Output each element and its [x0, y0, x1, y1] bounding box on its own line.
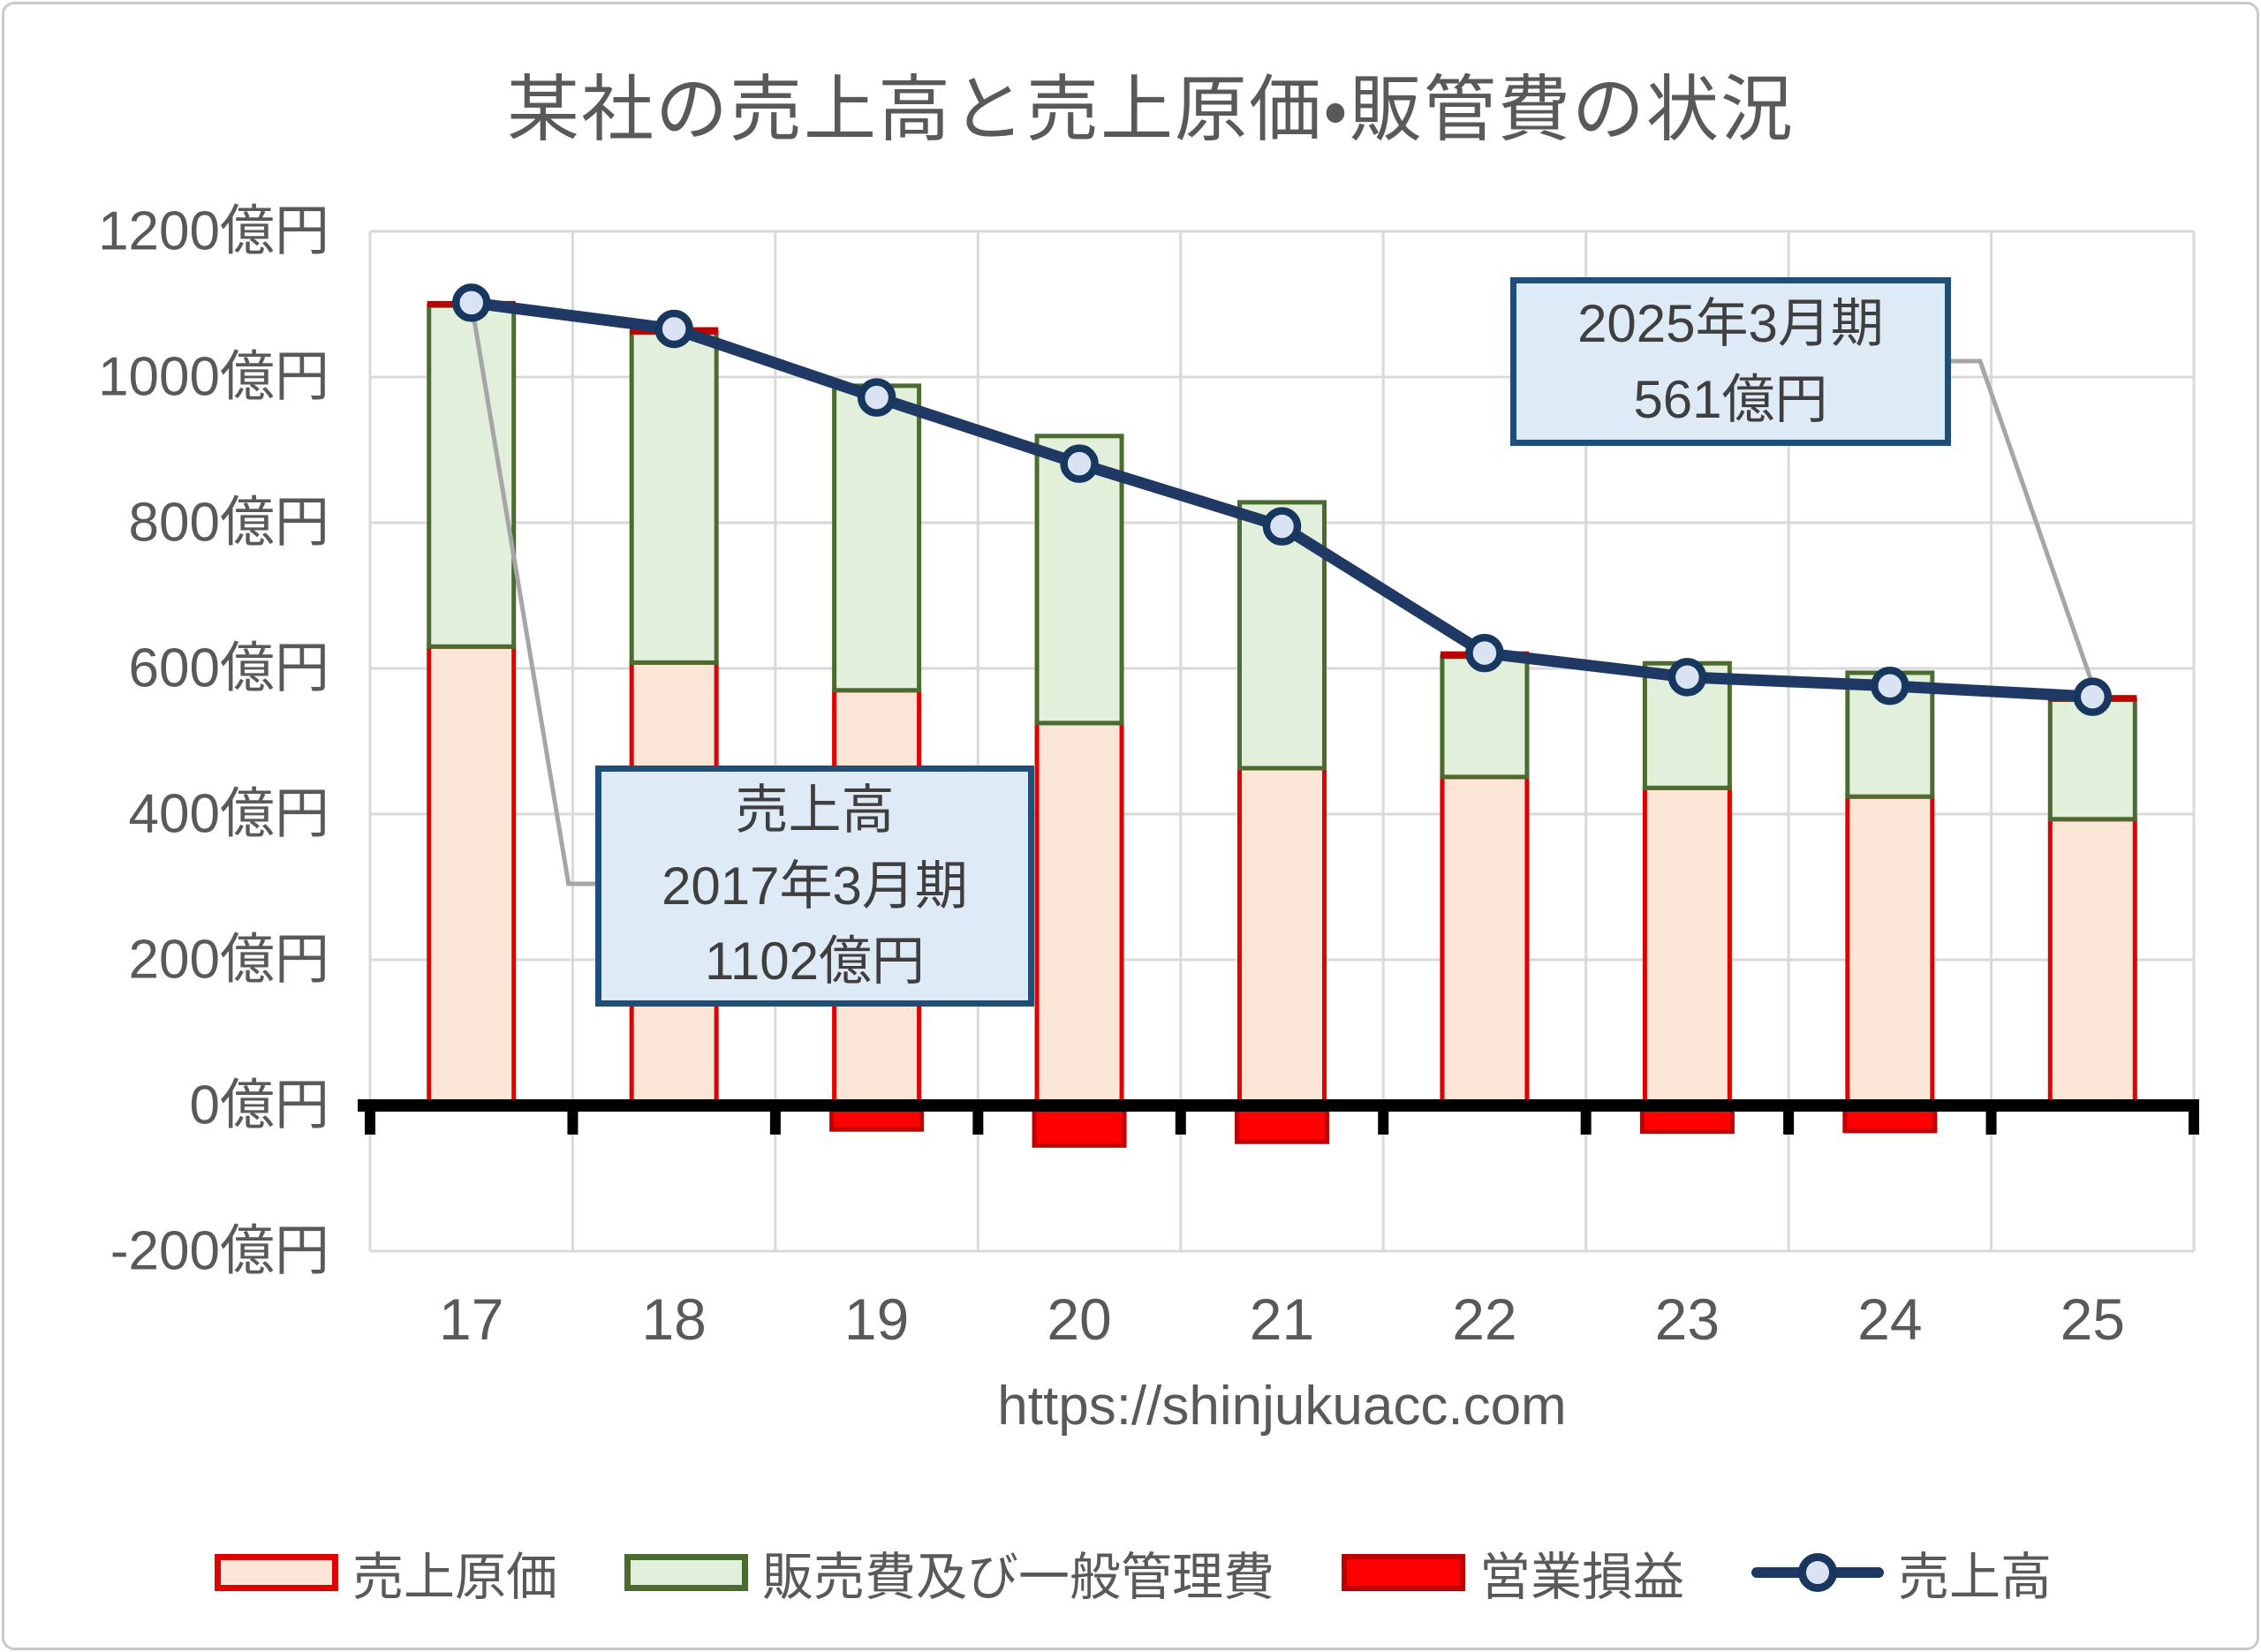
x-axis-tick-mark [1378, 1112, 1389, 1135]
x-axis-tick-label: 19 [844, 1286, 909, 1352]
sales-marker [451, 283, 491, 322]
annotation-line: 2025年3月期 [1577, 293, 1884, 353]
chart-plot-area: 1200億円 1000億円 800億円 600億円 400億円 200億円 0億円 -200億… [98, 201, 2199, 1352]
x-axis-tick-mark [1175, 1112, 1186, 1135]
legend-item-sales: 売上高 [1751, 1535, 2052, 1610]
legend-label: 売上高 [1898, 1549, 2053, 1606]
x-axis-tick-mark [2189, 1112, 2199, 1135]
sgna-bar-segment [1034, 434, 1124, 726]
annotation-leader-2025 [1951, 358, 2095, 685]
x-axis-tick-label: 25 [2061, 1286, 2125, 1352]
x-axis-tick-mark [769, 1112, 781, 1135]
sales-marker [1060, 444, 1099, 483]
y-axis-tick-label: 800億円 [129, 493, 329, 554]
y-axis-tick-label: 1000億円 [98, 347, 329, 408]
y-axis-tick-label: 600億円 [129, 638, 329, 699]
legend-item-operating-profit: 営業損益 [1342, 1535, 1684, 1610]
annotation-box-2017-sales: 売上高 2017年3月期 1102億円 [595, 766, 1034, 1007]
chart-legend: 売上原価 販売費及び一般管理費 営業損益 売上高 [4, 1535, 2257, 1610]
sales-marker [2073, 677, 2113, 716]
sales-marker [1465, 633, 1504, 673]
annotation-line: 561億円 [1633, 369, 1828, 429]
sales-line-marker-icon [1751, 1552, 1885, 1593]
sales-marker [1262, 507, 1302, 546]
annotation-leader-2017 [469, 302, 595, 886]
sgna-bar-segment [2047, 697, 2137, 822]
cost-bar-segment [1440, 774, 1530, 1108]
legend-item-cost: 売上原価 [214, 1535, 557, 1610]
source-url-caption: https://shinjukuacc.com [997, 1376, 1567, 1437]
annotation-line: 1102億円 [704, 932, 926, 992]
operating-profit-swatch-icon [1342, 1554, 1465, 1591]
cost-bar-segment [2047, 817, 2137, 1108]
x-axis-tick-mark [567, 1112, 578, 1135]
legend-item-sgna: 販売費及び一般管理費 [624, 1535, 1274, 1610]
x-axis-tick-label: 20 [1047, 1286, 1111, 1352]
x-axis-tick-mark [972, 1112, 984, 1135]
cost-swatch-icon [214, 1554, 338, 1591]
x-axis-tick-mark [365, 1112, 375, 1135]
x-axis-tick-label: 22 [1452, 1286, 1516, 1352]
cost-bar-segment [1642, 785, 1732, 1108]
annotation-line: 売上高 [735, 780, 895, 840]
sales-marker [857, 378, 896, 417]
cost-bar-segment [1845, 794, 1935, 1108]
cost-bar-segment [427, 644, 517, 1108]
y-axis-tick-label: 0億円 [190, 1075, 329, 1136]
annotation-line: 2017年3月期 [662, 856, 968, 916]
sales-marker [1871, 667, 1909, 705]
x-axis-tick-mark [1985, 1112, 1997, 1135]
x-axis-tick-mark [1580, 1112, 1592, 1135]
y-axis-tick-label: 200億円 [129, 930, 329, 991]
chart-title: 某社の売上高と売上原価・販管費の状況 [507, 70, 1795, 150]
cost-bar-segment [1034, 720, 1124, 1108]
x-axis-tick-label: 23 [1655, 1286, 1720, 1352]
legend-label: 販売費及び一般管理費 [761, 1549, 1274, 1606]
y-axis-tick-label: 1200億円 [98, 201, 329, 262]
x-axis-tick-label: 18 [641, 1286, 706, 1352]
sgna-swatch-icon [624, 1554, 748, 1591]
annotation-box-2025-sales: 2025年3月期 561億円 [1510, 277, 1951, 446]
sales-marker [1667, 658, 1707, 697]
legend-label: 売上原価 [352, 1549, 557, 1606]
sgna-bar-segment [629, 330, 719, 665]
sgna-bar-segment [832, 383, 922, 693]
sales-marker [654, 309, 693, 349]
x-axis-tick-label: 24 [1857, 1286, 1922, 1352]
y-axis-tick-label: 400億円 [129, 784, 329, 845]
legend-label: 営業損益 [1479, 1549, 1685, 1606]
x-axis-tick-label: 17 [439, 1286, 503, 1352]
cost-bar-segment [1237, 766, 1327, 1108]
x-axis-tick-label: 21 [1250, 1286, 1314, 1352]
sgna-bar-segment [1440, 654, 1530, 780]
y-axis-tick-label: -200億円 [110, 1221, 329, 1282]
x-axis-tick-mark [1783, 1112, 1795, 1135]
